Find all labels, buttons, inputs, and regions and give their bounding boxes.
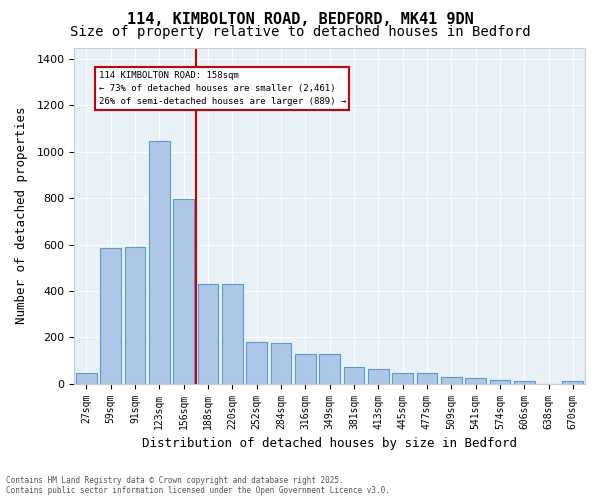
Text: 114 KIMBOLTON ROAD: 158sqm
← 73% of detached houses are smaller (2,461)
26% of s: 114 KIMBOLTON ROAD: 158sqm ← 73% of deta… bbox=[98, 70, 346, 106]
X-axis label: Distribution of detached houses by size in Bedford: Distribution of detached houses by size … bbox=[142, 437, 517, 450]
Bar bbox=[222, 284, 242, 384]
Y-axis label: Number of detached properties: Number of detached properties bbox=[15, 107, 28, 324]
Bar bbox=[465, 378, 486, 384]
Bar bbox=[271, 343, 291, 384]
Bar bbox=[149, 142, 170, 384]
Bar bbox=[173, 200, 194, 384]
Bar bbox=[319, 354, 340, 384]
Bar bbox=[368, 368, 389, 384]
Bar bbox=[514, 382, 535, 384]
Bar bbox=[441, 377, 461, 384]
Bar bbox=[344, 368, 364, 384]
Bar bbox=[416, 374, 437, 384]
Bar bbox=[76, 374, 97, 384]
Bar bbox=[100, 248, 121, 384]
Text: Contains HM Land Registry data © Crown copyright and database right 2025.
Contai: Contains HM Land Registry data © Crown c… bbox=[6, 476, 390, 495]
Bar bbox=[562, 382, 583, 384]
Bar bbox=[246, 342, 267, 384]
Bar bbox=[295, 354, 316, 384]
Bar bbox=[490, 380, 510, 384]
Bar bbox=[125, 247, 145, 384]
Text: 114, KIMBOLTON ROAD, BEDFORD, MK41 9DN: 114, KIMBOLTON ROAD, BEDFORD, MK41 9DN bbox=[127, 12, 473, 28]
Bar bbox=[197, 284, 218, 384]
Text: Size of property relative to detached houses in Bedford: Size of property relative to detached ho… bbox=[70, 25, 530, 39]
Bar bbox=[392, 374, 413, 384]
